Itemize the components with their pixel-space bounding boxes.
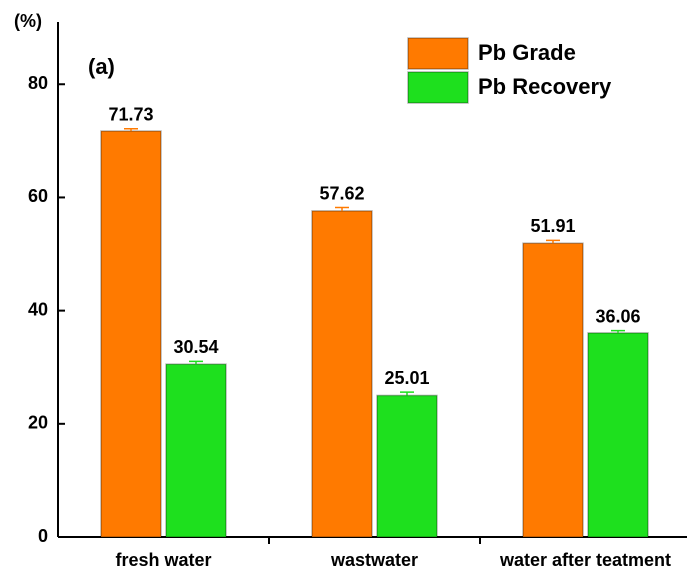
error-bar [189, 360, 203, 365]
y-tick-label: 0 [38, 526, 48, 546]
bar [311, 210, 373, 538]
value-label: 51.91 [530, 216, 575, 236]
error-bar [124, 128, 138, 132]
error-bar [400, 391, 414, 396]
error-bar [611, 329, 625, 333]
legend-label: Pb Grade [478, 40, 576, 65]
x-tick-label: fresh water [115, 550, 211, 570]
value-label: 36.06 [595, 306, 640, 326]
value-label: 25.01 [384, 368, 429, 388]
error-bar [546, 239, 560, 244]
x-tick-label: wastwater [330, 550, 418, 570]
y-tick-label: 40 [28, 299, 48, 319]
bar [522, 242, 584, 538]
annotation: (a) [88, 54, 115, 79]
value-label: 57.62 [319, 183, 364, 203]
value-label: 71.73 [108, 105, 153, 125]
bar [587, 332, 649, 538]
legend-swatch [407, 37, 469, 70]
error-bar [335, 206, 349, 211]
x-tick-label: water after teatment [499, 550, 671, 570]
legend-label: Pb Recovery [478, 74, 612, 99]
y-tick-label: 20 [28, 413, 48, 433]
y-tick-label: 60 [28, 186, 48, 206]
bar [165, 363, 227, 538]
y-tick-label: 80 [28, 73, 48, 93]
bar [376, 394, 438, 538]
legend-swatch [407, 71, 469, 104]
y-axis-label: (%) [14, 11, 42, 31]
value-label: 30.54 [173, 337, 218, 357]
bar [100, 130, 162, 538]
